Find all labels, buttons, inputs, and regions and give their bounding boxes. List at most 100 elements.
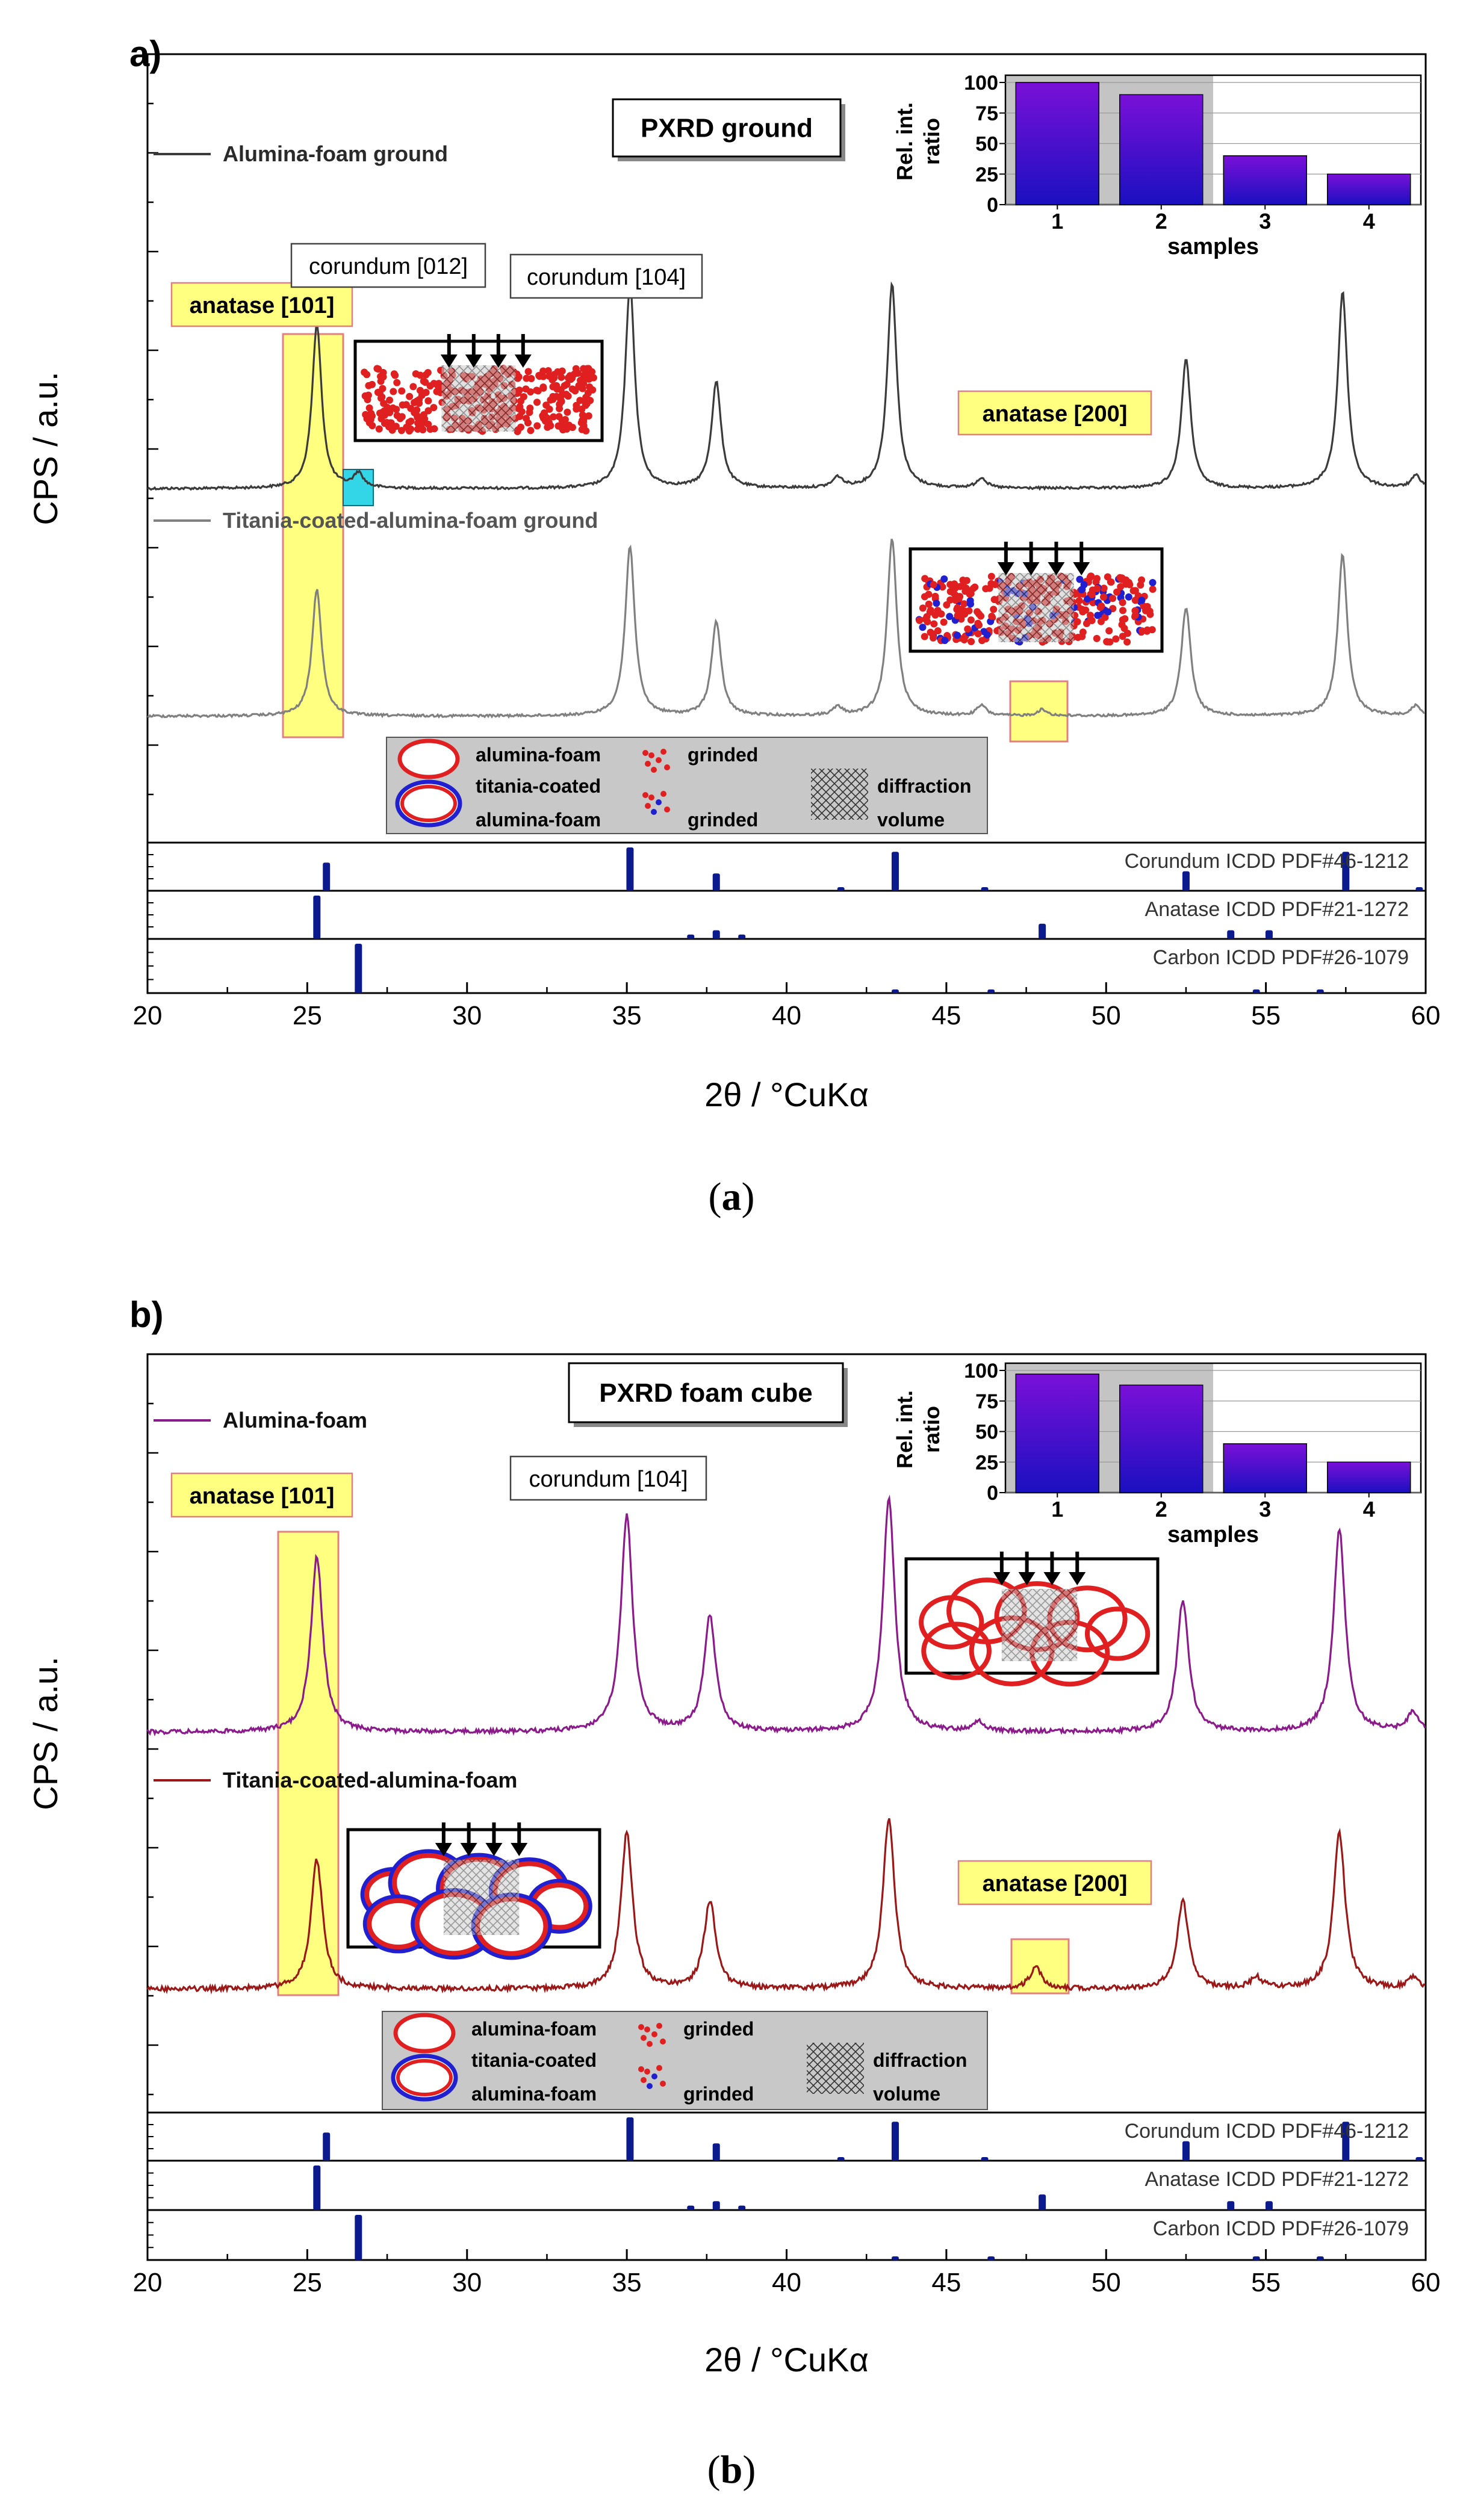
reference-line: [687, 934, 695, 939]
particle: [990, 596, 998, 604]
particle: [393, 412, 401, 419]
inset-bar-chart: 0 25 50 75 100 1 2 3 4 samples Rel. int. ratio: [892, 1360, 1422, 1547]
y-axis-label: CPS / a.u.: [26, 1656, 64, 1810]
x-tick-label: 60: [1411, 1001, 1441, 1030]
inset-x-label: samples: [1167, 234, 1259, 259]
particle: [921, 633, 928, 640]
particle: [577, 383, 585, 391]
particle: [567, 376, 574, 383]
grinded-dot-coated: [638, 2066, 644, 2072]
particle: [363, 371, 371, 379]
particle: [545, 373, 553, 380]
particle: [949, 587, 957, 595]
particle: [556, 404, 564, 412]
particle: [553, 382, 561, 389]
particle: [1138, 627, 1146, 635]
particle: [930, 620, 938, 628]
particle: [524, 368, 532, 376]
particle: [578, 405, 586, 413]
inset-y-tick-label: 75: [975, 102, 998, 125]
annotation-label: anatase [200]: [983, 1871, 1128, 1896]
diffraction-volume: [441, 365, 516, 432]
legend-diffraction-label: diffraction: [877, 775, 971, 797]
grinded-dot: [656, 757, 662, 763]
arrow-head: [514, 354, 532, 368]
reference-label: Anatase ICDD PDF#21-1272: [1145, 898, 1409, 921]
particle: [564, 408, 571, 416]
particle: [584, 389, 592, 397]
reference-line: [355, 2215, 362, 2260]
x-tick-label: 35: [612, 2268, 642, 2297]
particle: [533, 422, 541, 430]
grinded-dot: [644, 2026, 650, 2032]
particle: [422, 389, 430, 397]
grinded-dot-coated: [651, 2073, 657, 2079]
particle: [368, 412, 376, 420]
particle: [961, 610, 969, 618]
particle: [378, 409, 386, 416]
legend-label-2: Titania-coated-alumina-foam ground: [223, 508, 598, 533]
particle: [933, 599, 940, 607]
schematic-2: [346, 1822, 601, 1960]
annotation-box: [170, 282, 353, 327]
grinded-dot: [638, 2024, 644, 2030]
annotation-box: [290, 243, 486, 288]
titania-coated-symbol: [395, 779, 462, 828]
particle: [1078, 586, 1086, 593]
reference-line: [1227, 930, 1235, 939]
particle: [987, 572, 995, 580]
inset-x-tick-label: 3: [1259, 209, 1271, 234]
reference-line: [738, 2205, 746, 2210]
titania-coated-symbol: [391, 2054, 458, 2102]
inset-y-label-2: ratio: [919, 1406, 944, 1453]
x-tick-label: 55: [1251, 1001, 1281, 1030]
figure-caption-a: (a): [709, 1175, 755, 1219]
arrow-head: [1073, 562, 1090, 575]
grinded-dot-coated: [660, 2081, 666, 2087]
reference-line: [837, 2157, 845, 2161]
particle: [426, 382, 434, 390]
particle: [934, 627, 942, 635]
particle: [975, 621, 983, 629]
particle: [515, 373, 523, 381]
particle: [922, 615, 930, 623]
particle: [407, 404, 415, 412]
particle: [1123, 638, 1131, 646]
particle: [1146, 607, 1154, 615]
particle: [580, 371, 588, 379]
particle: [946, 581, 954, 589]
arrow-head: [997, 562, 1014, 575]
diffraction-volume: [1001, 1589, 1078, 1661]
x-tick-label: 50: [1092, 1001, 1121, 1030]
legend-label-1: Alumina-foam ground: [223, 141, 448, 166]
particle: [1100, 584, 1108, 592]
x-tick-label: 55: [1251, 2268, 1281, 2297]
particle: [582, 398, 589, 406]
annotation-box: [957, 1860, 1152, 1905]
grinded-dot: [645, 761, 651, 767]
particle: [412, 370, 420, 378]
particle: [1149, 585, 1157, 593]
particle: [940, 575, 948, 583]
particle: [571, 387, 579, 395]
reference-line: [891, 2256, 899, 2260]
reference-line: [313, 2166, 321, 2210]
pore: [921, 1621, 992, 1680]
particle: [407, 417, 415, 425]
reference-line: [323, 862, 331, 891]
particle: [919, 604, 927, 612]
grinded-dot-coated: [660, 791, 666, 797]
diffraction-volume-symbol: [811, 769, 868, 820]
reference-label: Carbon ICDD PDF#26-1079: [1153, 2217, 1409, 2240]
particle: [983, 631, 991, 639]
inset-x-tick-label: 4: [1363, 209, 1375, 234]
legend-label-1: Alumina-foam: [223, 1408, 367, 1432]
grinded-dot: [641, 2035, 647, 2041]
inset-y-label: Rel. int.: [892, 102, 917, 181]
particle: [368, 380, 376, 388]
reference-line: [987, 989, 995, 993]
grinded-dot: [660, 749, 666, 755]
series-line-2: [146, 1818, 1426, 1995]
